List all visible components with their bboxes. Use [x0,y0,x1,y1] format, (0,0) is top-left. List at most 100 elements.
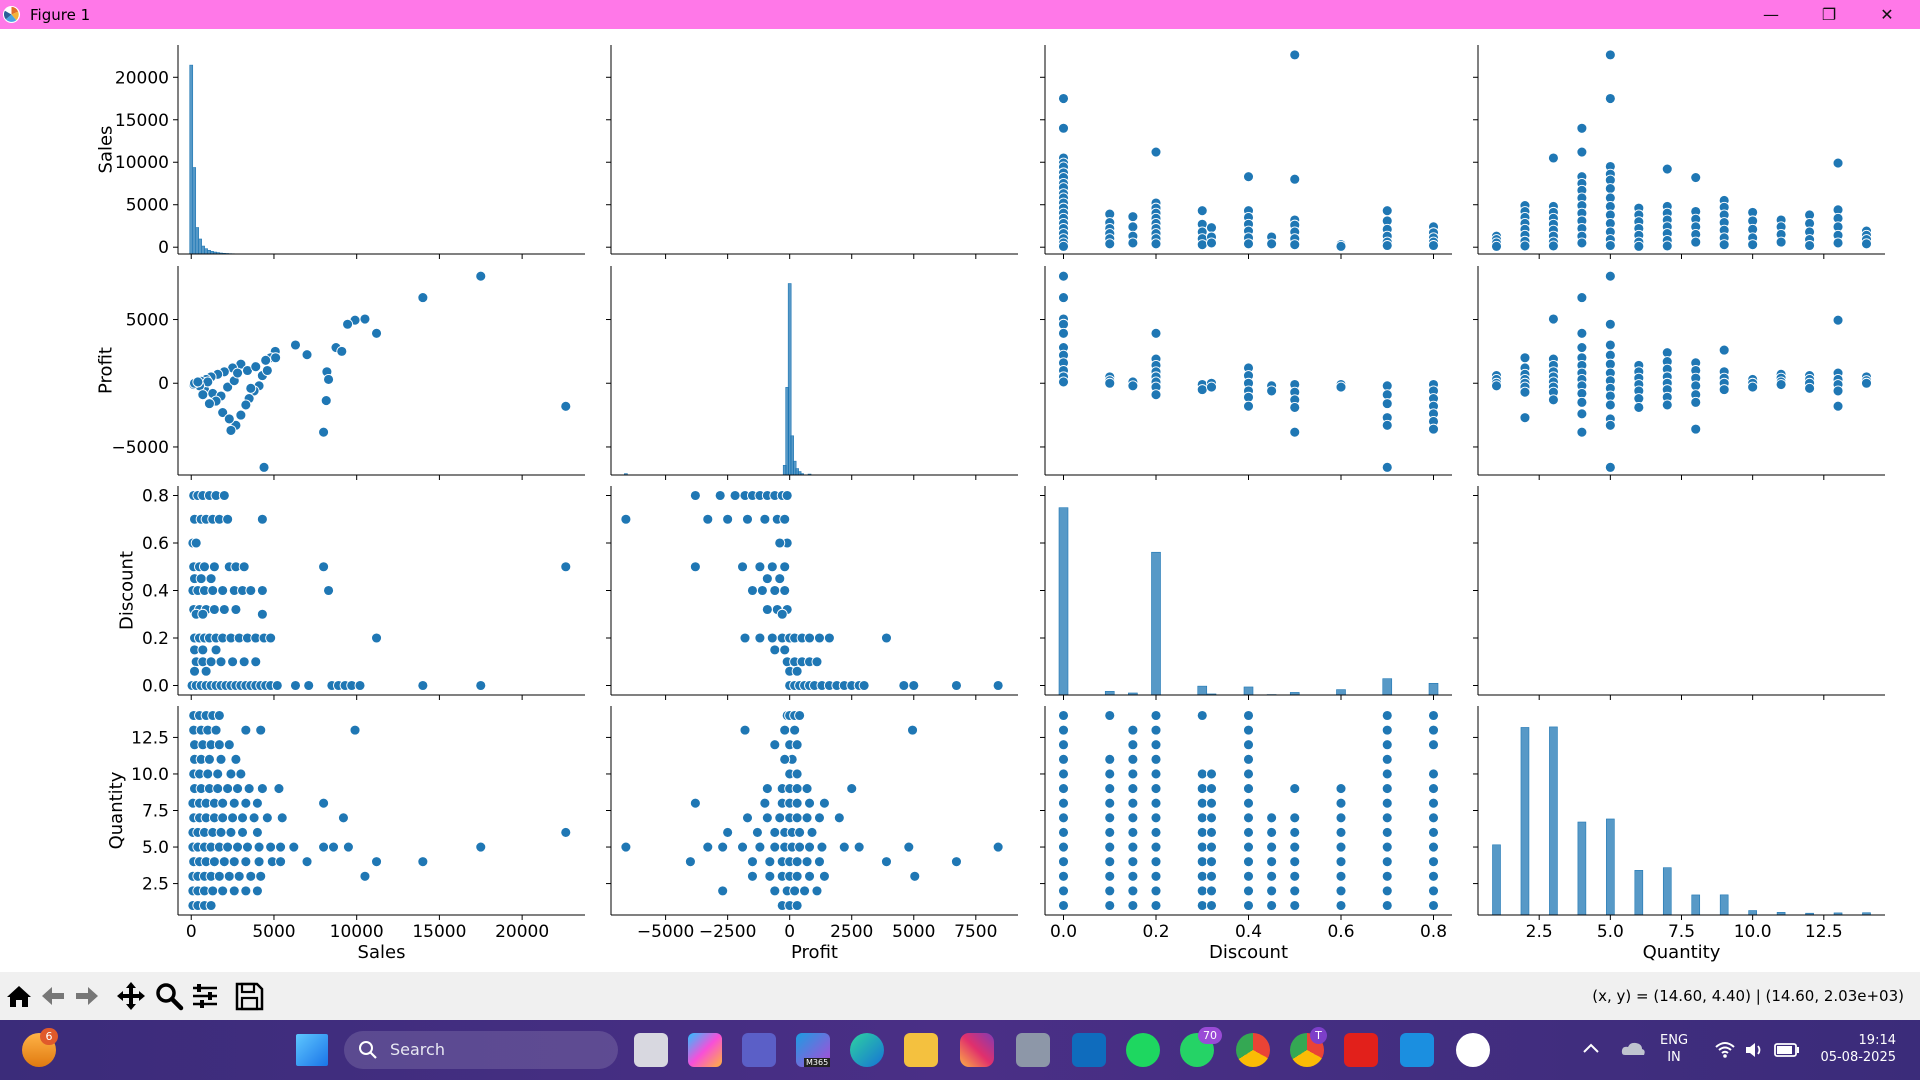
point-sales_discount [215,656,227,668]
hist-bar-quantity [1634,870,1644,916]
point-sales_quantity [208,856,220,868]
clock[interactable]: 19:14 05-08-2025 [1816,1032,1896,1066]
zoom-icon[interactable] [152,978,186,1014]
point-discount_quantity [1266,812,1278,824]
chrome-icon[interactable] [1236,1033,1270,1067]
point-discount_quantity [1206,841,1217,853]
point-discount_sales [1266,238,1278,250]
point-quantity_profit [1804,382,1816,394]
point-discount_quantity [1335,900,1347,911]
point-quantity_profit [1604,270,1616,282]
point-sales_quantity [240,797,252,809]
point-discount_quantity [1335,783,1347,795]
home-icon[interactable] [2,978,36,1014]
chevron-up-icon[interactable] [1582,1042,1600,1054]
instagram-icon[interactable] [960,1033,994,1067]
y-tick-label: 20000 [115,68,169,88]
point-discount_profit [1104,377,1116,389]
point-discount_quantity [1127,783,1139,795]
point-discount_quantity [1428,812,1439,824]
point-sales_quantity [227,812,239,824]
point-profit_quantity [791,812,803,824]
point-discount_quantity [1381,812,1393,824]
spotify-icon[interactable] [1126,1033,1160,1067]
task-view-icon[interactable] [634,1033,668,1067]
file-explorer-icon[interactable] [904,1033,938,1067]
camera-icon[interactable] [1016,1033,1050,1067]
cursor-coordinates: (x, y) = (14.60, 4.40) | (14.60, 2.03e+0… [1592,987,1904,1005]
acrobat-icon[interactable] [1344,1033,1378,1067]
save-icon[interactable] [232,978,266,1014]
y-tick-label: −5000 [111,438,169,458]
language-code: ENG [1660,1033,1689,1048]
point-discount_quantity [1428,885,1439,897]
point-discount_sales [1289,173,1301,185]
y-tick-label: 0.0 [142,677,169,697]
minimize-icon: — [1763,5,1779,24]
point-sales_profit [417,292,429,304]
point-sales_quantity [223,739,235,751]
matplotlib-taskbar-icon[interactable] [1456,1033,1490,1067]
hist-bar-quantity [1549,726,1558,916]
point-quantity_sales [1804,240,1816,251]
point-sales_quantity [222,783,234,795]
point-sales_quantity [417,856,429,868]
teams-icon[interactable] [742,1033,776,1067]
point-sales_quantity [237,826,248,838]
point-sales_discount [197,608,209,620]
point-sales_profit [225,424,237,436]
start-icon[interactable] [296,1034,328,1066]
point-discount_sales [1127,211,1139,223]
point-discount_sales [1196,205,1208,217]
figure-canvas[interactable]: 0 5000 10000 15000 20000 Sales −5000 −2500 0 2500… [0,29,1920,972]
search-input[interactable]: Search [344,1031,618,1069]
point-sales_discount [199,561,210,573]
forward-icon[interactable] [70,978,104,1014]
point-quantity_profit [1576,408,1588,420]
close-button[interactable]: ✕ [1858,0,1916,29]
hist-bar-sales [192,167,197,255]
point-sales_quantity [337,812,349,824]
copilot-icon[interactable] [688,1033,722,1067]
point-profit_discount [814,632,825,644]
point-discount_quantity [1104,797,1116,809]
point-discount_quantity [1243,885,1254,897]
onedrive-icon[interactable] [1620,1038,1646,1060]
point-discount_quantity [1150,783,1162,795]
point-discount_quantity [1289,783,1301,795]
language-indicator[interactable]: ENG IN [1660,1032,1688,1066]
point-discount_quantity [1150,870,1162,882]
point-sales_profit [245,382,257,394]
back-icon[interactable] [36,978,70,1014]
point-discount_quantity [1243,783,1254,795]
point-sales_quantity [243,783,255,795]
battery-icon[interactable] [1774,1042,1800,1058]
point-sales_discount [238,561,250,573]
point-discount_quantity [1266,826,1278,838]
point-quantity_sales [1576,146,1588,158]
point-discount_sales [1335,240,1347,252]
volume-icon[interactable] [1744,1040,1766,1060]
pan-icon[interactable] [114,978,148,1014]
wifi-icon[interactable] [1714,1040,1736,1060]
minimize-button[interactable]: — [1742,0,1800,29]
point-sales_discount [189,665,200,677]
point-discount_quantity [1058,826,1069,838]
edge-icon[interactable] [850,1033,884,1067]
outlook-icon[interactable] [1072,1033,1106,1067]
hist-bar-discount [1382,678,1393,696]
hist-bar-discount [1336,689,1346,696]
vscode-icon[interactable] [1400,1033,1434,1067]
restore-button[interactable]: ❐ [1800,0,1858,29]
point-discount_quantity [1127,724,1139,736]
point-profit_quantity [814,856,825,868]
x-axis-label: Quantity [1643,942,1721,963]
configure-subplots-icon[interactable] [188,978,222,1014]
point-quantity_sales [1832,157,1844,169]
y-tick-label: 0.8 [142,487,169,507]
point-profit_discount [689,561,701,573]
point-quantity_profit [1604,419,1616,431]
point-profit_discount [881,632,892,644]
chrome-profile-badge: T [1310,1027,1327,1044]
